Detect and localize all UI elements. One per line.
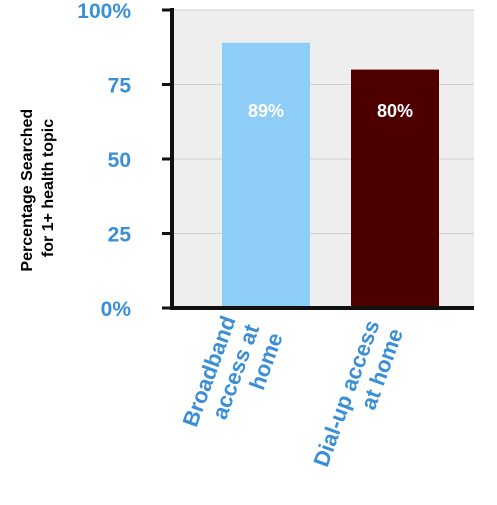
y-tick-label: 25 <box>108 224 132 247</box>
bar-data-label: 89% <box>248 101 284 121</box>
y-axis-label-line-1: Percentage Searched <box>19 109 36 272</box>
svg-text:Dial-up accessat home: Dial-up accessat home <box>308 317 408 479</box>
y-tick-label: 100% <box>77 0 131 23</box>
y-tick-label: 75 <box>108 75 132 98</box>
x-category-label: Broadbandaccess athome <box>178 312 288 447</box>
bar <box>351 69 439 308</box>
y-axis-label: Percentage Searched for 1+ health topic <box>19 104 57 271</box>
y-tick-label: 0% <box>101 298 132 321</box>
bar-data-label: 80% <box>377 101 413 121</box>
svg-text:Broadbandaccess athome: Broadbandaccess athome <box>178 312 288 447</box>
bar <box>222 42 310 308</box>
x-category-label: Dial-up accessat home <box>308 317 408 479</box>
y-tick-label: 50 <box>108 149 131 172</box>
y-axis-label-line-2: for 1+ health topic <box>40 119 57 257</box>
